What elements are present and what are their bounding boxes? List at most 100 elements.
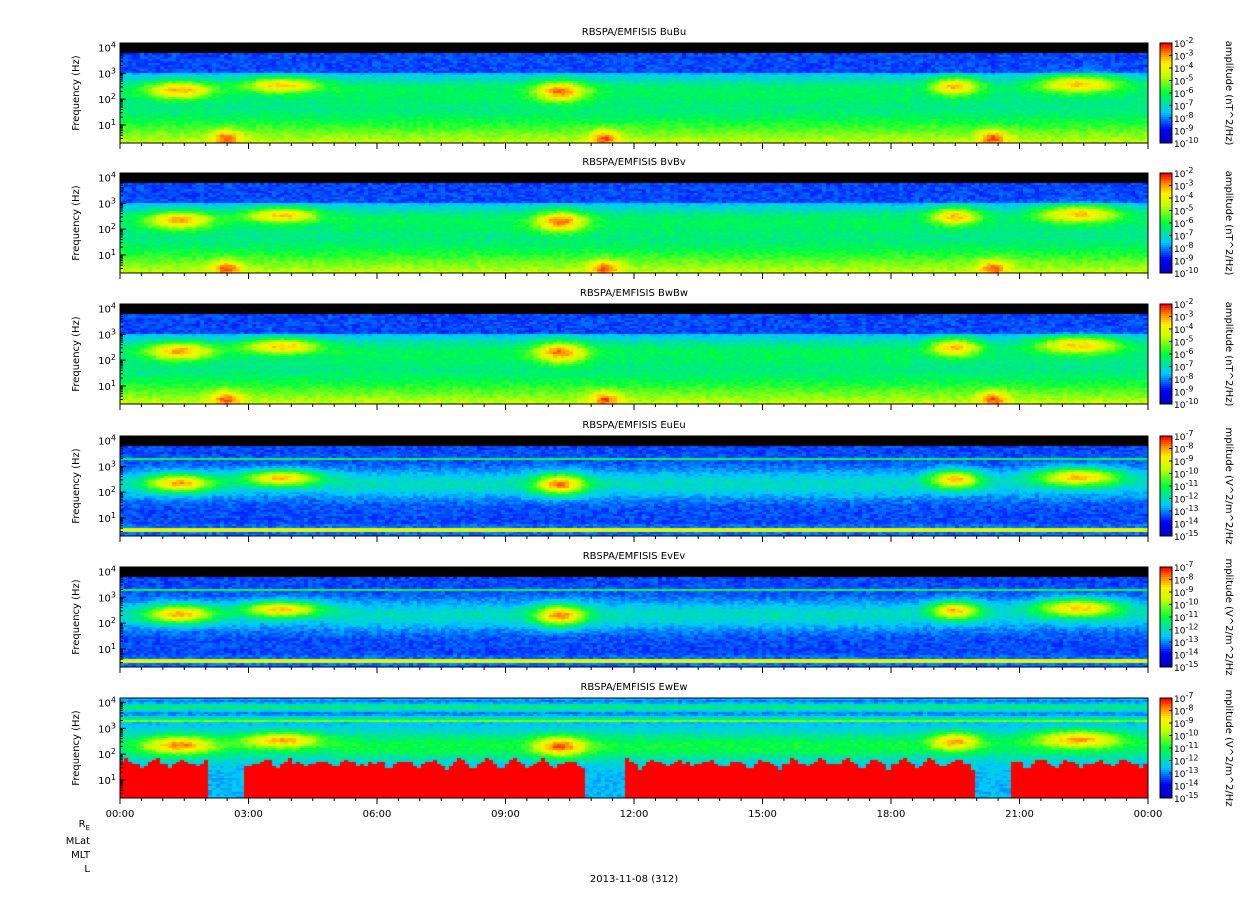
colorbar-swatch	[1160, 195, 1172, 198]
colorbar-swatch	[1160, 119, 1172, 122]
colorbar-swatch	[1160, 358, 1172, 361]
colorbar-swatch	[1160, 758, 1172, 761]
colorbar-swatch	[1160, 704, 1172, 707]
colorbar-swatch	[1160, 746, 1172, 749]
colorbar-swatch	[1160, 466, 1172, 469]
y-tick-label: 101	[98, 118, 116, 132]
y-tick-label: 101	[98, 773, 116, 787]
panel-6: RBSPA/EMFISIS EwEw 101 102 103 104 Frequency …	[71, 682, 1234, 807]
colorbar-swatch	[1160, 752, 1172, 755]
y-axis-label: Frequency (Hz)	[71, 316, 82, 392]
colorbar-swatch	[1160, 392, 1172, 395]
colorbar-swatch	[1160, 83, 1172, 86]
colorbar-swatch	[1160, 117, 1172, 120]
colorbar-swatch	[1160, 219, 1172, 222]
colorbar-swatch	[1160, 784, 1172, 787]
x-tick-label: 00:00	[106, 809, 135, 820]
colorbar: 10-210-310-410-510-610-710-810-910-10 amp…	[1159, 297, 1234, 411]
colorbar-swatch	[1160, 77, 1172, 80]
y-tick-label: 102	[98, 222, 116, 236]
colorbar-swatch	[1160, 655, 1172, 658]
colorbar-label: mplitude (V^2/m^2/Hz	[1223, 558, 1234, 675]
colorbar-swatch	[1160, 187, 1172, 190]
colorbar-swatch	[1160, 133, 1172, 136]
x-tick-label: 00:00	[1134, 809, 1163, 820]
colorbar-swatch	[1160, 137, 1172, 140]
colorbar-swatch	[1160, 354, 1172, 357]
colorbar-swatch	[1160, 512, 1172, 515]
colorbar-swatch	[1160, 205, 1172, 208]
colorbar-swatch	[1160, 348, 1172, 351]
x-tick-label: 18:00	[877, 809, 906, 820]
colorbar-swatch	[1160, 712, 1172, 715]
colorbar-swatch	[1160, 312, 1172, 315]
y-tick-label: 101	[98, 511, 116, 525]
colorbar-swatch	[1160, 99, 1172, 102]
panel-title: RBSPA/EMFISIS BvBv	[582, 157, 686, 168]
spectrogram-image	[120, 173, 1148, 273]
colorbar-swatch	[1160, 336, 1172, 339]
colorbar-swatch	[1160, 502, 1172, 505]
colorbar-swatch	[1160, 201, 1172, 204]
colorbar-swatch	[1160, 722, 1172, 725]
y-tick-label: 104	[98, 302, 116, 316]
colorbar-swatch	[1160, 788, 1172, 791]
colorbar-swatch	[1160, 651, 1172, 654]
colorbar-swatch	[1160, 510, 1172, 513]
colorbar-swatch	[1160, 71, 1172, 74]
y-axis-label: Frequency (Hz)	[71, 448, 82, 524]
spectrogram-image	[120, 698, 1148, 798]
colorbar-swatch	[1160, 790, 1172, 793]
colorbar-swatch	[1160, 742, 1172, 745]
panel-1: RBSPA/EMFISIS BuBu 101 102 103 104 Frequency …	[71, 27, 1234, 150]
colorbar-swatch	[1160, 659, 1172, 662]
colorbar-swatch	[1160, 233, 1172, 236]
colorbar-swatch	[1160, 468, 1172, 471]
colorbar-swatch	[1160, 575, 1172, 578]
colorbar-swatch	[1160, 306, 1172, 309]
colorbar-swatch	[1160, 91, 1172, 94]
colorbar-swatch	[1160, 792, 1172, 795]
colorbar-swatch	[1160, 619, 1172, 622]
colorbar-swatch	[1160, 718, 1172, 721]
colorbar-swatch	[1160, 263, 1172, 266]
colorbar-swatch	[1160, 318, 1172, 321]
colorbar-swatch	[1160, 611, 1172, 614]
colorbar-swatch	[1160, 724, 1172, 727]
colorbar-swatch	[1160, 520, 1172, 523]
colorbar-swatch	[1160, 728, 1172, 731]
panel-title: RBSPA/EMFISIS EwEw	[580, 682, 687, 693]
colorbar-swatch	[1160, 569, 1172, 572]
colorbar-swatch	[1160, 464, 1172, 467]
x-tick-label: 06:00	[363, 809, 392, 820]
colorbar-swatch	[1160, 362, 1172, 365]
colorbar-swatch	[1160, 360, 1172, 363]
colorbar-swatch	[1160, 504, 1172, 507]
colorbar-swatch	[1160, 386, 1172, 389]
colorbar-swatch	[1160, 398, 1172, 401]
colorbar-swatch	[1160, 607, 1172, 610]
colorbar-swatch	[1160, 181, 1172, 184]
colorbar-swatch	[1160, 55, 1172, 58]
colorbar-swatch	[1160, 344, 1172, 347]
colorbar-swatch	[1160, 516, 1172, 519]
colorbar-swatch	[1160, 482, 1172, 485]
colorbar-swatch	[1160, 269, 1172, 272]
colorbar-swatch	[1160, 127, 1172, 130]
colorbar-swatch	[1160, 199, 1172, 202]
colorbar-swatch	[1160, 617, 1172, 620]
colorbar-swatch	[1160, 215, 1172, 218]
colorbar-swatch	[1160, 105, 1172, 108]
colorbar-swatch	[1160, 625, 1172, 628]
colorbar-swatch	[1160, 63, 1172, 66]
colorbar-swatch	[1160, 237, 1172, 240]
colorbar-swatch	[1160, 203, 1172, 206]
x-tick-label: 09:00	[491, 809, 520, 820]
colorbar-swatch	[1160, 603, 1172, 606]
colorbar-swatch	[1160, 231, 1172, 234]
colorbar-swatch	[1160, 249, 1172, 252]
colorbar-swatch	[1160, 764, 1172, 767]
colorbar-swatch	[1160, 760, 1172, 763]
colorbar-swatch	[1160, 500, 1172, 503]
colorbar-tick-label: 10-10	[1174, 136, 1199, 150]
